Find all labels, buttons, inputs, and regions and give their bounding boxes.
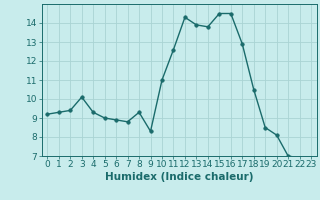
X-axis label: Humidex (Indice chaleur): Humidex (Indice chaleur) [105, 172, 253, 182]
